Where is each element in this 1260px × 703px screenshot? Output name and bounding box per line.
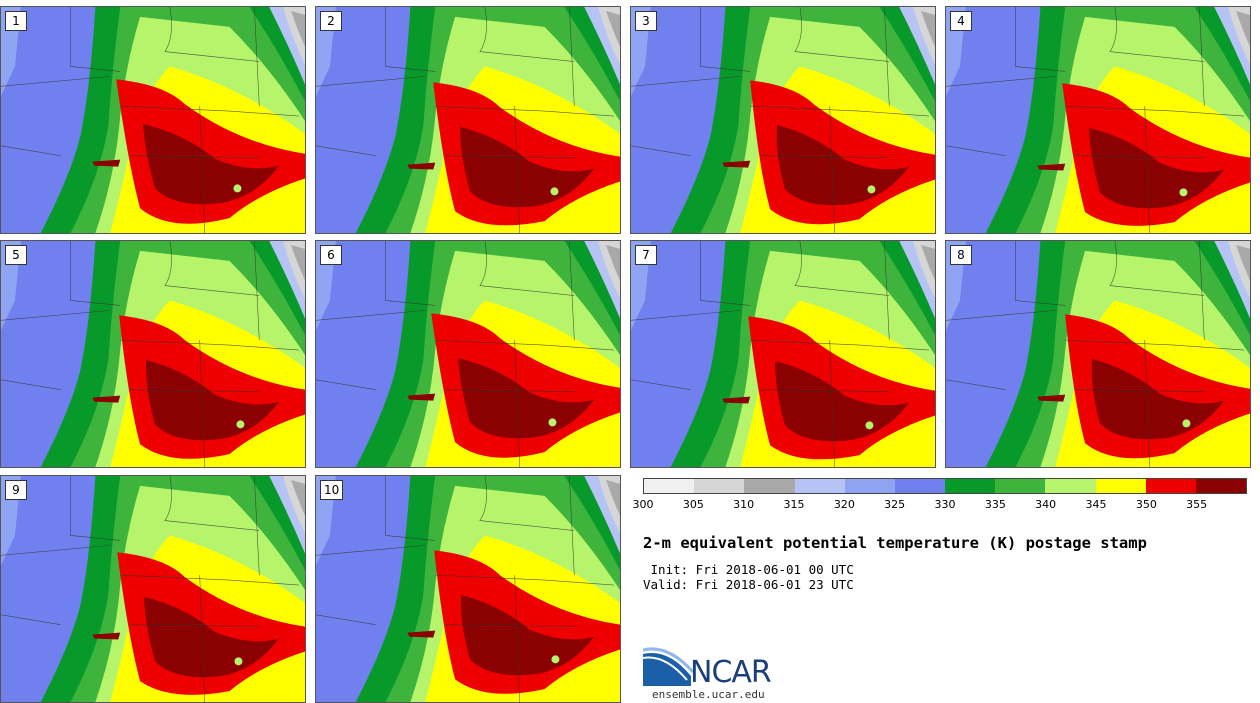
colorbar-tick-label: 340 (1035, 498, 1057, 511)
stamp-member-label: 7 (635, 245, 657, 265)
colorbar-segment (894, 479, 946, 493)
postage-stamp-map: 9 (0, 475, 306, 703)
colorbar-tick-label: 330 (934, 498, 956, 511)
ncar-logo-icon (643, 647, 695, 686)
colorbar-tick-label: 325 (884, 498, 906, 511)
colorbar-segment (1045, 479, 1096, 493)
postage-stamp-map: 2 (315, 6, 621, 234)
colorbar-segment (1145, 479, 1196, 493)
postage-stamp-map: 7 (630, 240, 936, 468)
postage-stamp-map: 6 (315, 240, 621, 468)
colorbar-segment (1195, 479, 1247, 493)
logo-text: NCAR (690, 655, 772, 690)
colorbar-tick-label: 355 (1186, 498, 1208, 511)
colorbar-segment (844, 479, 895, 493)
colorbar-tick-label: 305 (682, 498, 704, 511)
colorbar-tick-label: 320 (833, 498, 855, 511)
time-info: Init: Fri 2018-06-01 00 UTC Valid: Fri 2… (643, 562, 854, 592)
postage-stamp-map: 4 (945, 6, 1251, 234)
stamp-member-label: 5 (5, 245, 27, 265)
figure-title: 2-m equivalent potential temperature (K)… (643, 534, 1147, 552)
postage-stamp-map: 1 (0, 6, 306, 234)
colorbar-tick-label: 310 (733, 498, 755, 511)
postage-stamp-map: 8 (945, 240, 1251, 468)
colorbar-segment (694, 479, 745, 493)
colorbar-segment (995, 479, 1046, 493)
stamp-member-label: 1 (5, 11, 27, 31)
colorbar-segment (794, 479, 845, 493)
stamp-member-label: 4 (950, 11, 972, 31)
valid-time: Valid: Fri 2018-06-01 23 UTC (643, 577, 854, 592)
colorbar-ticks: 300 305 310 315 320 325 330 335 340 345 350 355 (633, 498, 1247, 512)
colorbar-segment (1095, 479, 1146, 493)
stamp-member-label: 10 (320, 480, 344, 500)
stamp-member-label: 6 (320, 245, 342, 265)
postage-stamp-map: 10 (315, 475, 621, 703)
colorbar-tick-label: 335 (984, 498, 1006, 511)
stamp-member-label: 2 (320, 11, 342, 31)
init-time: Init: Fri 2018-06-01 00 UTC (643, 562, 854, 577)
colorbar-segment (945, 479, 996, 493)
postage-stamp-map: 3 (630, 6, 936, 234)
colorbar-tick-label: 350 (1135, 498, 1157, 511)
site-url: ensemble.ucar.edu (652, 688, 765, 701)
colorbar-tick-label: 345 (1085, 498, 1107, 511)
stamp-member-label: 9 (5, 480, 27, 500)
colorbar-tick-label: 315 (783, 498, 805, 511)
colorbar-tick-label: 300 (632, 498, 654, 511)
stamp-member-label: 3 (635, 11, 657, 31)
stamp-member-label: 8 (950, 245, 972, 265)
postage-stamp-map: 5 (0, 240, 306, 468)
colorbar (643, 478, 1247, 494)
colorbar-segment (744, 479, 795, 493)
colorbar-segment (644, 479, 695, 493)
